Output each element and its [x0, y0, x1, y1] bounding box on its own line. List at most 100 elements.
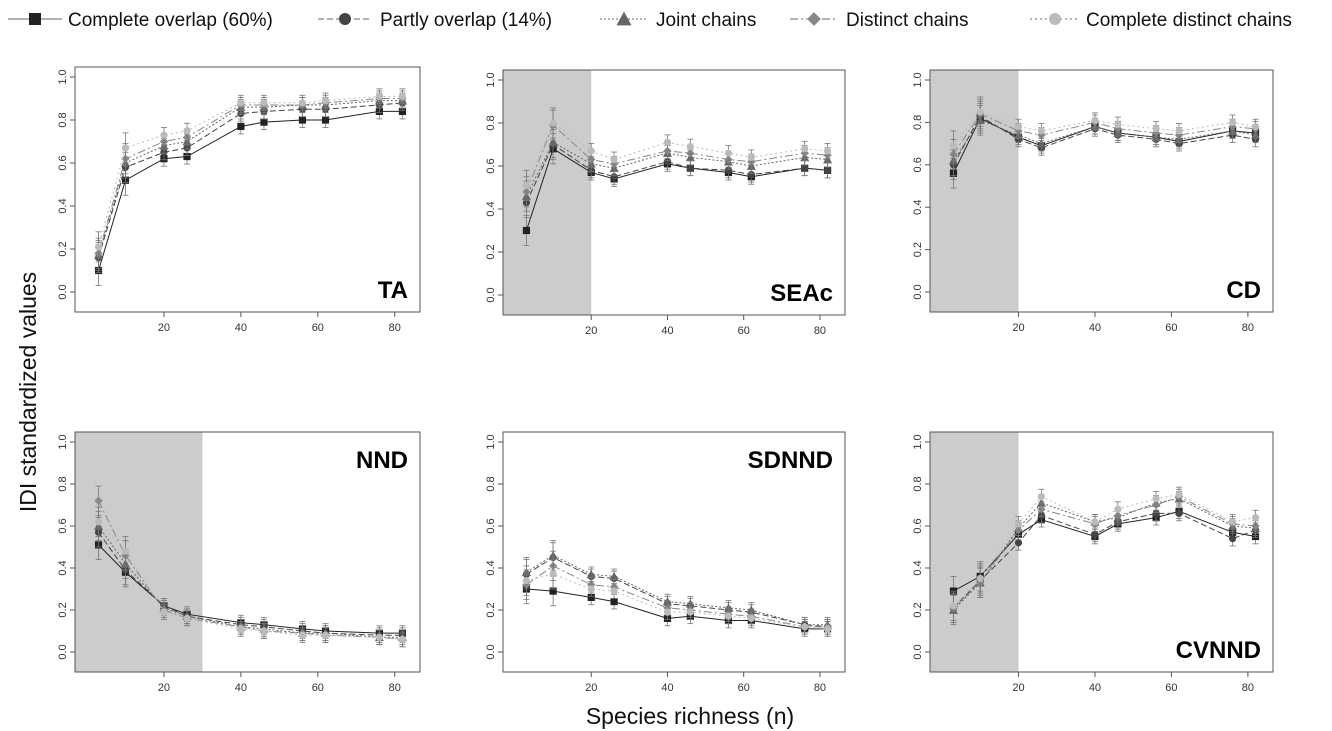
data-point-po [724, 166, 733, 174]
panel-frame [74, 66, 421, 313]
shaded-region [930, 432, 1019, 672]
series-po [522, 542, 832, 635]
y-tick-label: 0.4 [57, 560, 69, 575]
x-tick-label: 80 [1242, 682, 1254, 694]
series-line-jc [98, 100, 403, 256]
y-tick-label: 1.0 [57, 434, 69, 449]
series-line-po [525, 143, 828, 203]
y-tick-label: 0.4 [912, 200, 924, 215]
series-line-co [953, 510, 1256, 592]
data-point-po [823, 166, 832, 174]
series-line-cdc [526, 573, 828, 630]
y-tick-label: 1.0 [57, 69, 69, 84]
series-line-jc [953, 119, 1256, 161]
y-tick-label: 0.4 [57, 198, 69, 213]
data-point-cdc [160, 608, 168, 616]
series-cdc [94, 88, 407, 263]
y-tick-label: 0.8 [57, 112, 69, 127]
y-tick-label: 1.0 [485, 434, 497, 449]
y-tick-label: 1.0 [485, 72, 497, 87]
data-point-dc [1037, 505, 1046, 514]
data-point-cdc [1114, 505, 1122, 513]
y-axis-title: IDI standardized values [15, 272, 41, 512]
data-point-dc [94, 496, 103, 505]
x-axis-title: Species richness (n) [586, 703, 794, 729]
legend-marker-po [339, 13, 351, 25]
data-point-cdc [121, 547, 130, 555]
data-point-cdc [237, 625, 245, 633]
legend-marker-cdc [1049, 13, 1061, 25]
data-point-co [398, 107, 407, 115]
data-point-co [522, 226, 531, 235]
data-point-co [183, 152, 191, 161]
series-line-dc [953, 496, 1256, 609]
series-line-co [525, 148, 828, 231]
panel-ta: 0.0 0.2 0.4 0.6 0.8 1.0 20 40 60 80 TA [57, 66, 421, 334]
data-point-cdc [183, 127, 191, 135]
series-line-cdc [953, 493, 1256, 607]
data-point-po [1152, 509, 1160, 517]
y-tick-label: 0.2 [57, 602, 69, 617]
series-line-jc [98, 525, 403, 638]
data-point-cdc [321, 631, 330, 639]
panel-label: NND [356, 447, 408, 474]
data-point-cdc [1251, 514, 1260, 522]
y-tick-label: 0.0 [485, 287, 497, 302]
data-point-cdc [1014, 123, 1023, 131]
data-point-cdc [1175, 127, 1183, 135]
series-dc [94, 90, 407, 269]
data-point-cdc [549, 119, 557, 127]
data-point-cdc [949, 142, 958, 150]
shaded-region [930, 70, 1019, 312]
data-point-cdc [549, 570, 557, 578]
y-tick-label: 1.0 [912, 434, 924, 449]
legend-label-po: Partly overlap (14%) [380, 10, 552, 31]
data-point-cdc [801, 623, 809, 631]
data-point-cdc [260, 627, 268, 635]
series-cdc [949, 486, 1260, 621]
data-point-co [298, 116, 307, 124]
data-point-cdc [298, 99, 307, 107]
data-point-po [1014, 539, 1023, 547]
legend-item-dc: Distinct chains [790, 10, 969, 31]
legend-label-dc: Distinct chains [846, 10, 969, 31]
x-tick-label: 80 [389, 682, 401, 694]
y-tick-label: 0.2 [57, 241, 69, 256]
y-tick-label: 0.4 [485, 201, 497, 216]
x-tick-label: 60 [738, 682, 750, 694]
data-point-jc [548, 137, 558, 147]
y-tick-label: 0.0 [57, 644, 69, 659]
data-point-cdc [587, 585, 595, 593]
data-point-co [260, 118, 268, 126]
data-point-cdc [587, 147, 595, 155]
data-point-cdc [663, 138, 672, 146]
data-point-cdc [610, 587, 618, 595]
panel-label: SDNND [748, 447, 833, 474]
series-line-jc [526, 554, 828, 626]
panel-cvnnd: 0.0 0.2 0.4 0.6 0.8 1.0 20 40 60 80 CVNND [912, 431, 1274, 694]
legend: Complete overlap (60%) Partly overlap (14… [8, 10, 1292, 31]
y-tick-label: 0.8 [912, 115, 924, 130]
y-tick-label: 0.4 [912, 560, 924, 575]
y-tick-label: 0.6 [57, 155, 69, 170]
legend-label-jc: Joint chains [656, 10, 756, 31]
data-point-cdc [747, 153, 755, 161]
x-tick-label: 20 [158, 682, 170, 694]
data-point-cdc [686, 608, 694, 616]
data-point-cdc [1152, 125, 1160, 133]
series-jc [521, 540, 833, 633]
data-point-cdc [183, 614, 191, 623]
data-point-dc [1251, 521, 1260, 531]
series-jc [94, 92, 407, 271]
series-line-po [953, 512, 1256, 609]
shaded-region [503, 70, 592, 315]
data-point-po [1175, 509, 1183, 517]
panel-frame [929, 69, 1274, 313]
data-point-jc [1036, 139, 1046, 148]
data-point-dc [587, 155, 596, 164]
series-line-dc [525, 124, 828, 192]
data-point-cdc [121, 144, 130, 152]
data-point-co [237, 122, 245, 131]
x-tick-label: 40 [235, 322, 247, 334]
legend-item-cdc: Complete distinct chains [1030, 10, 1292, 31]
